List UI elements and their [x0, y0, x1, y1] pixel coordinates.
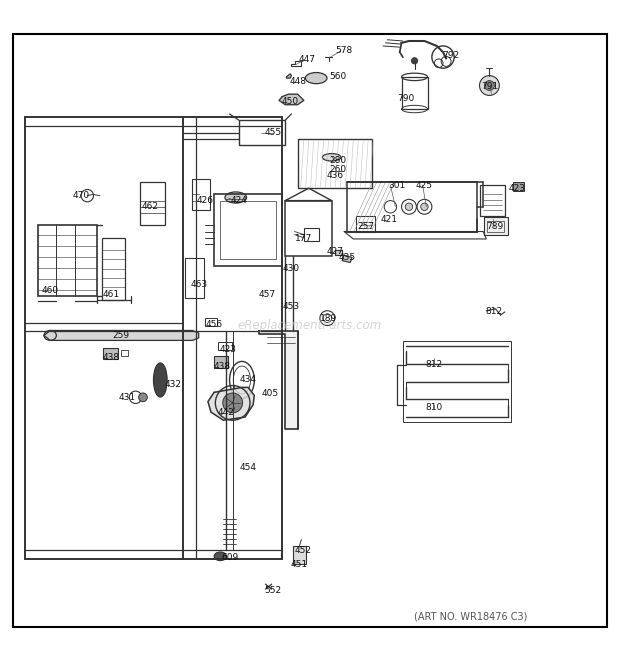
Bar [402, 77, 428, 109]
Text: 430: 430 [283, 264, 300, 273]
Text: 438: 438 [214, 362, 231, 371]
Text: 423: 423 [509, 184, 526, 193]
Ellipse shape [225, 192, 247, 203]
Text: eReplacementParts.com: eReplacementParts.com [238, 319, 382, 332]
Text: 259: 259 [113, 331, 130, 340]
Text: 453: 453 [283, 303, 300, 311]
Text: 426: 426 [197, 196, 213, 205]
Circle shape [412, 58, 418, 64]
Text: 436: 436 [326, 171, 343, 180]
Bar [293, 546, 306, 564]
Bar [484, 217, 508, 235]
Text: 810: 810 [425, 403, 442, 412]
Text: 431: 431 [119, 393, 136, 402]
Text: 609: 609 [221, 553, 238, 562]
Text: 451: 451 [291, 560, 308, 569]
Bar [356, 216, 375, 231]
Text: 789: 789 [485, 222, 503, 231]
Bar [403, 341, 511, 422]
Bar [298, 139, 372, 188]
Ellipse shape [154, 363, 167, 397]
Text: 460: 460 [42, 286, 59, 295]
Bar [214, 194, 282, 266]
Text: 455: 455 [264, 128, 281, 137]
Text: 448: 448 [289, 77, 306, 87]
Text: 405: 405 [261, 389, 278, 398]
Text: 425: 425 [416, 180, 433, 190]
Text: 552: 552 [264, 586, 281, 595]
Text: 792: 792 [443, 51, 459, 59]
Text: 447: 447 [298, 55, 316, 64]
Bar [205, 318, 217, 326]
Text: 257: 257 [357, 222, 374, 231]
Text: 812: 812 [425, 360, 442, 369]
Ellipse shape [322, 153, 341, 161]
Text: 189: 189 [320, 313, 337, 323]
Text: 427: 427 [326, 247, 343, 256]
Text: 578: 578 [335, 46, 353, 56]
Text: 438: 438 [102, 353, 120, 362]
Bar [103, 348, 118, 359]
Bar [192, 179, 210, 210]
Text: 450: 450 [281, 97, 299, 106]
Bar [220, 200, 276, 259]
Bar [140, 182, 165, 225]
Text: 470: 470 [73, 191, 90, 200]
Bar [218, 342, 232, 350]
Bar [347, 182, 477, 231]
Bar [487, 221, 504, 232]
Circle shape [223, 393, 242, 412]
Text: 812: 812 [486, 307, 503, 317]
Text: 454: 454 [240, 463, 257, 473]
Bar [185, 258, 203, 297]
Bar [214, 356, 228, 368]
Bar [38, 225, 97, 297]
Text: 260: 260 [329, 165, 347, 174]
Text: 461: 461 [102, 290, 120, 299]
Polygon shape [259, 330, 298, 430]
Text: 432: 432 [164, 381, 181, 389]
Polygon shape [279, 94, 304, 104]
Ellipse shape [214, 552, 226, 561]
Text: 452: 452 [294, 545, 311, 555]
Text: 560: 560 [329, 72, 347, 81]
Text: (ART NO. WR18476 C3): (ART NO. WR18476 C3) [414, 611, 528, 621]
Polygon shape [335, 250, 342, 255]
Circle shape [139, 393, 148, 402]
Polygon shape [286, 74, 291, 78]
Polygon shape [208, 387, 254, 420]
Text: 421: 421 [381, 215, 397, 223]
Text: 423: 423 [220, 344, 237, 354]
Polygon shape [44, 330, 198, 340]
Circle shape [479, 75, 499, 95]
Text: 457: 457 [258, 290, 275, 299]
Text: 177: 177 [295, 235, 312, 243]
Circle shape [421, 203, 428, 210]
Text: 435: 435 [339, 253, 356, 262]
Bar [285, 200, 332, 256]
Bar [480, 185, 505, 216]
Bar [102, 238, 125, 299]
Ellipse shape [306, 73, 327, 84]
Text: 791: 791 [480, 82, 498, 91]
Bar [304, 229, 319, 241]
Circle shape [405, 203, 413, 210]
Text: 456: 456 [206, 320, 223, 329]
Text: 434: 434 [240, 375, 257, 385]
Text: 463: 463 [190, 280, 207, 289]
Circle shape [484, 81, 494, 91]
Bar [513, 182, 524, 190]
Text: 301: 301 [388, 180, 405, 190]
Bar [122, 350, 128, 356]
Text: 442: 442 [218, 408, 235, 416]
Bar [239, 120, 285, 145]
Polygon shape [342, 255, 352, 262]
Text: 790: 790 [397, 94, 415, 103]
Text: 462: 462 [142, 202, 159, 212]
Text: 280: 280 [329, 156, 347, 165]
Text: 424: 424 [231, 196, 247, 205]
